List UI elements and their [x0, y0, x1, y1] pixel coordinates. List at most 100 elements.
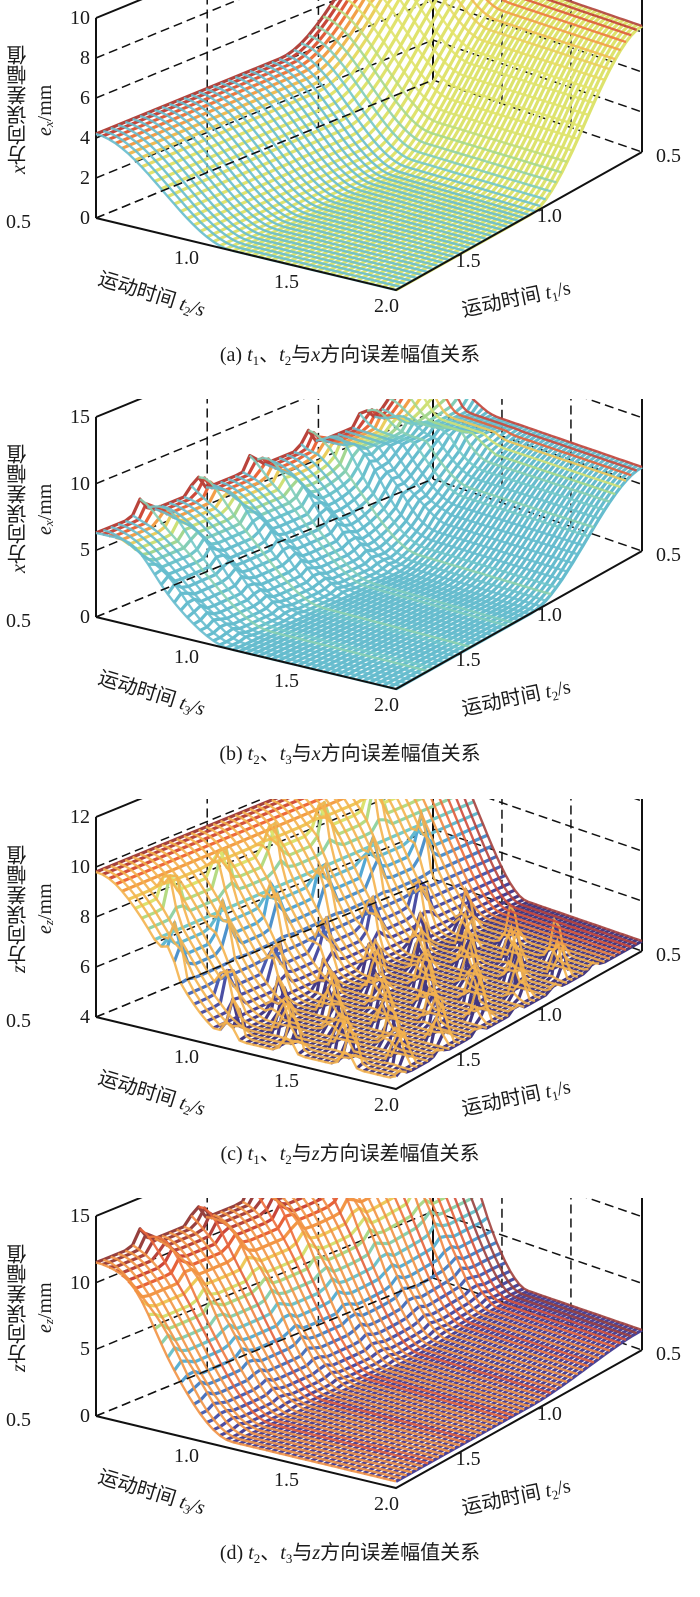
surface-line — [220, 819, 488, 1030]
tick-text: 2.0 — [374, 1094, 399, 1116]
surface-line — [562, 0, 643, 28]
caption-prefix: (c) — [220, 1143, 248, 1165]
surface-line — [436, 1198, 616, 1349]
z-tick-text: 5 — [80, 539, 90, 562]
surface-line — [139, 852, 429, 1063]
tick-text: 1.0 — [536, 603, 562, 626]
left-axis-tick-label: 1.5 — [274, 272, 299, 292]
surface-line — [212, 822, 482, 1031]
surface-line — [344, 429, 579, 556]
figure-caption: (c) t1、t2与z方向误差幅值关系 — [0, 1142, 700, 1172]
z-label-unit: /mm — [34, 483, 56, 520]
surface-line — [183, 96, 461, 256]
z-axis-label: z方向误差幅值 ez/mm — [6, 809, 66, 1009]
caption-dir: z — [311, 1143, 320, 1165]
surface-line — [234, 474, 498, 634]
z-label-dir: x — [8, 165, 30, 175]
z-tick-text: 2 — [80, 167, 90, 189]
z-label-sub: z — [41, 920, 56, 926]
caption-dir: z — [312, 1542, 321, 1564]
surface-line — [374, 414, 600, 520]
z-tick-label: 15 — [60, 1206, 90, 1226]
caption-var2: t — [279, 743, 286, 765]
tick-text: 1.0 — [174, 247, 199, 269]
surface-line — [545, 0, 638, 31]
z-tick-text: 12 — [70, 806, 90, 828]
tick-text: 0.5 — [6, 1409, 31, 1431]
left-axis-tick-label: 2.0 — [374, 1095, 399, 1115]
tick-text: 1.5 — [455, 1049, 481, 1072]
figure-caption: (d) t2、t3与z方向误差幅值关系 — [0, 1541, 700, 1571]
surface-line — [124, 519, 418, 679]
surface-line — [358, 412, 589, 538]
z-label-text: 方向误差幅值 — [8, 444, 30, 565]
left-axis-tick-label: 1.0 — [174, 1446, 199, 1466]
surface-line — [176, 498, 456, 658]
tick-text: 2.0 — [374, 295, 399, 317]
left-axis-tick-label: 2.0 — [374, 695, 399, 715]
caption-var1: t — [247, 743, 254, 765]
surface-line — [366, 1198, 573, 1380]
caption-sub1: 1 — [253, 1152, 260, 1167]
surface-line — [132, 117, 423, 277]
surface-line — [351, 426, 584, 547]
floor-axis-line — [95, 478, 434, 618]
surface-line — [220, 81, 488, 241]
z-tick-label: 10 — [60, 857, 90, 877]
surface-line — [346, 0, 573, 152]
surface-line — [248, 454, 509, 628]
surface-line — [286, 453, 536, 612]
right-axis-tick-label: 0.5 — [656, 945, 681, 965]
caption-sub2: 3 — [285, 1551, 293, 1566]
surface-line — [291, 1198, 531, 1408]
surface — [95, 1198, 643, 1483]
surface-line — [293, 799, 536, 1003]
z-label-symbol: e — [34, 126, 56, 136]
surface-line — [176, 99, 456, 259]
surface-line — [384, 1198, 584, 1372]
z-label-sub: x — [41, 121, 56, 127]
caption-sub2: 3 — [285, 752, 292, 767]
surface-line — [453, 1198, 627, 1341]
left-axis-tick-label: 0.5 — [6, 1011, 31, 1031]
surface-line — [205, 825, 477, 1034]
tick-text: 2.0 — [374, 1493, 399, 1515]
surface-line — [190, 831, 466, 1042]
surface-line — [234, 75, 498, 235]
surface-line — [445, 399, 632, 477]
surface-line — [470, 1198, 638, 1335]
surface-line — [322, 15, 563, 174]
surface-line — [402, 1198, 595, 1364]
z-tick-label: 0 — [60, 208, 90, 228]
caption-sub1: 1 — [252, 353, 260, 368]
surface-line — [523, 0, 632, 37]
caption-mid: 与 — [291, 1143, 312, 1165]
surface-line — [176, 837, 456, 1048]
surface-line — [311, 1198, 541, 1402]
z-tick-label: 6 — [60, 88, 90, 108]
surface-line — [117, 522, 413, 682]
z-tick-label: 5 — [60, 540, 90, 560]
z-tick-label: 10 — [60, 474, 90, 494]
z-tick-label: 2 — [60, 168, 90, 188]
tick-text: 1.5 — [274, 1469, 299, 1491]
surface-line — [500, 0, 627, 44]
caption-sep: 、 — [260, 1542, 281, 1564]
surface-line — [190, 484, 466, 652]
surface-line — [110, 126, 407, 286]
z-label-unit: /mm — [34, 1282, 56, 1320]
surface-line — [315, 435, 557, 589]
figure-caption: (a) t1、t2与x方向误差幅值关系 — [0, 343, 700, 373]
left-axis-tick-label: 2.0 — [374, 1494, 399, 1514]
surface-line — [330, 435, 568, 573]
surface-line — [131, 514, 423, 676]
surface-line — [161, 843, 445, 1052]
surface-plot-c — [95, 799, 643, 1091]
surface-line — [380, 799, 579, 979]
surface-line — [270, 1198, 520, 1414]
z-tick-text: 8 — [80, 47, 90, 69]
surface-line — [205, 486, 477, 646]
panel-c: z方向误差幅值 ez/mm 12 10 8 6 4 0.5 1.0 1.5 2.0 0.5 1.0 1.5… — [0, 799, 700, 1198]
surface-line — [308, 34, 552, 193]
floor-axis-line — [95, 79, 434, 219]
